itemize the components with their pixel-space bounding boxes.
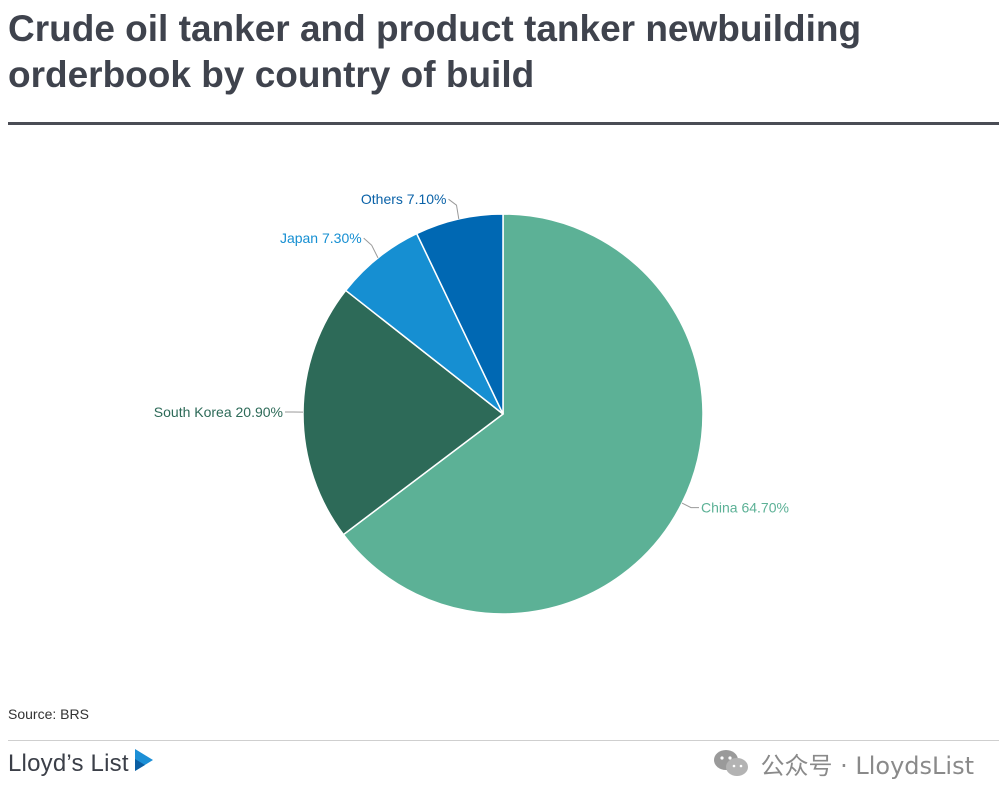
brand-name: Lloyd’s List	[8, 750, 129, 777]
wechat-icon	[714, 750, 749, 776]
slice-label-south-korea: South Korea 20.90%	[154, 404, 283, 420]
leader-line-others	[448, 198, 460, 220]
pie-chart: China 64.70% South Korea 20.90% Japan 7.30…	[154, 191, 789, 615]
brand-play-icon	[134, 749, 153, 771]
pie-slice-china	[342, 213, 704, 615]
wechat-watermark: 公众号 · LloydsList	[712, 746, 974, 780]
title-divider	[8, 122, 999, 125]
footer-divider	[8, 740, 999, 741]
leader-line-japan	[363, 237, 379, 259]
slice-label-china: China 64.70%	[701, 500, 789, 516]
leader-line-china	[681, 502, 699, 509]
slice-label-others: Others 7.10%	[361, 191, 447, 207]
chart-title: Crude oil tanker and product tanker newb…	[8, 8, 862, 95]
brand-logo: Lloyd’s List	[8, 744, 155, 784]
watermark-text: 公众号 · LloydsList	[760, 751, 974, 780]
slice-label-japan: Japan 7.30%	[280, 230, 362, 246]
source-note: Source: BRS	[8, 706, 89, 722]
pie-slice-south-korea	[302, 289, 505, 536]
